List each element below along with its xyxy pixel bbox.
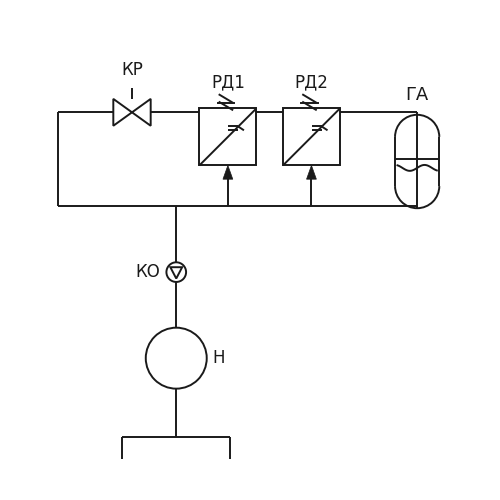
Text: КО: КО: [136, 263, 160, 281]
Text: КР: КР: [121, 61, 143, 79]
Text: ГА: ГА: [406, 86, 429, 104]
Polygon shape: [306, 166, 316, 179]
Text: Н: Н: [212, 349, 225, 367]
Polygon shape: [223, 166, 233, 179]
Text: РД2: РД2: [294, 74, 328, 92]
Text: РД1: РД1: [211, 74, 245, 92]
